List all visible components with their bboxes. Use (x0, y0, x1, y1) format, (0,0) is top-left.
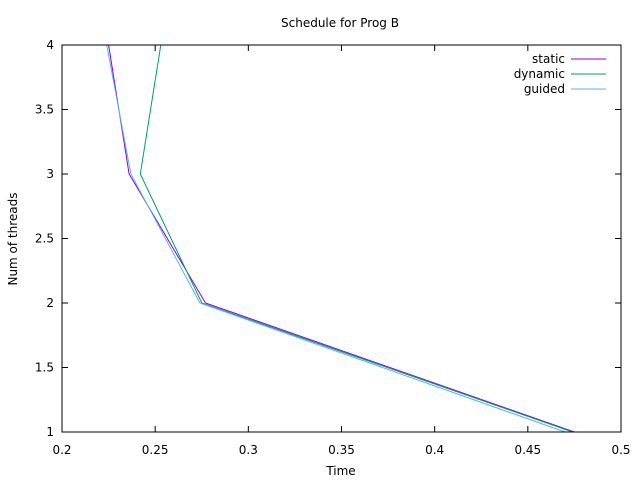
plot-area (106, 44, 575, 433)
y-tick-label: 4 (46, 38, 54, 52)
series-line-static (108, 44, 575, 433)
legend-label-guided: guided (524, 82, 565, 96)
x-axis: 0.2 0.25 0.3 0.35 0.4 0.45 0.5 (52, 45, 631, 457)
y-axis-label: Num of threads (6, 192, 20, 285)
legend-label-static: static (532, 52, 565, 66)
y-tick-label: 2 (46, 296, 54, 310)
y-tick-label: 2.5 (35, 232, 54, 246)
x-tick-label: 0.45 (514, 443, 541, 457)
x-tick-label: 0.2 (52, 443, 71, 457)
x-tick-label: 0.5 (611, 443, 630, 457)
y-axis: 1 1.5 2 2.5 3 3.5 4 (35, 38, 621, 439)
series-line-guided (106, 44, 566, 433)
series-line-dynamic (139, 44, 573, 433)
x-tick-label: 0.4 (425, 443, 444, 457)
x-tick-label: 0.25 (142, 443, 169, 457)
plot-frame (61, 44, 622, 433)
x-tick-label: 0.35 (328, 443, 355, 457)
y-tick-label: 3.5 (35, 103, 54, 117)
x-tick-label: 0.3 (239, 443, 258, 457)
y-tick-label: 1 (46, 425, 54, 439)
legend-label-dynamic: dynamic (514, 67, 565, 81)
x-axis-label: Time (325, 464, 355, 478)
y-tick-label: 3 (46, 167, 54, 181)
y-tick-label: 1.5 (35, 361, 54, 375)
chart-title: Schedule for Prog B (281, 16, 399, 30)
